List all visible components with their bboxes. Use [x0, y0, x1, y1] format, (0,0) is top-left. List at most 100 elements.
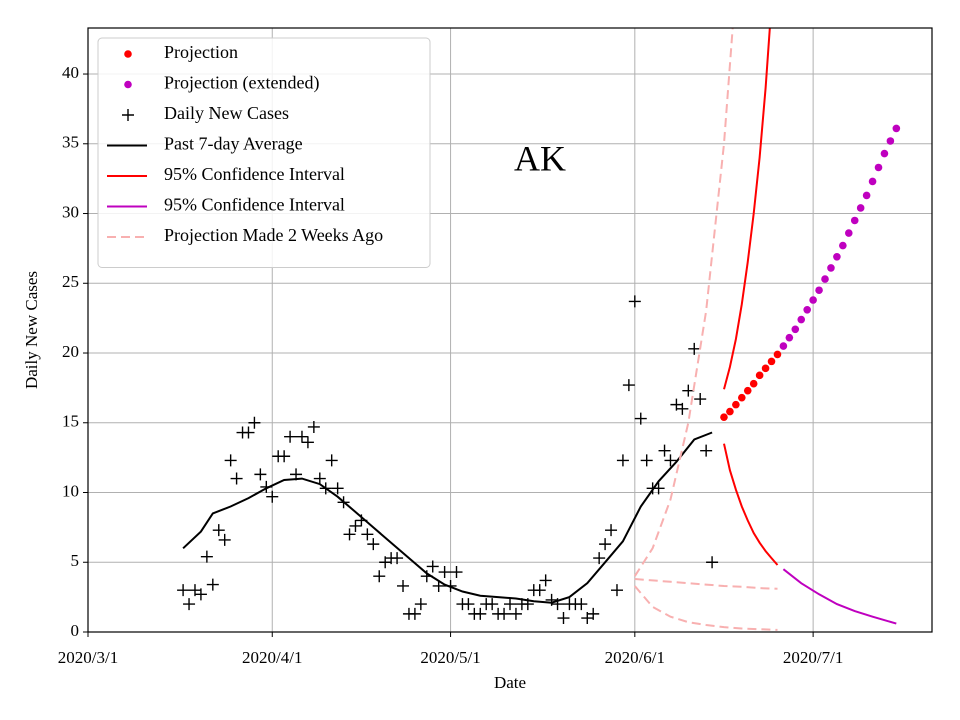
case-marker: [664, 454, 677, 467]
case-marker: [694, 393, 707, 406]
case-marker: [331, 482, 344, 495]
y-tick-label: 25: [62, 272, 79, 291]
projection-dot: [880, 149, 889, 158]
case-marker: [206, 578, 219, 591]
case-marker: [177, 584, 190, 597]
case-marker: [194, 588, 207, 601]
case-marker: [307, 420, 320, 433]
legend-symbol: [124, 50, 132, 58]
case-marker: [349, 519, 362, 532]
case-marker: [278, 450, 291, 463]
case-marker: [200, 550, 213, 563]
case-marker: [498, 607, 511, 620]
case-marker: [254, 468, 267, 481]
plot-area: [177, 28, 901, 631]
case-marker: [599, 538, 612, 551]
case-marker: [628, 295, 641, 308]
y-tick-label: 40: [62, 63, 79, 82]
case-marker: [248, 416, 261, 429]
y-tick-label: 0: [71, 621, 80, 640]
legend-label: Daily New Cases: [164, 103, 289, 123]
y-tick-label: 15: [62, 412, 79, 431]
case-marker: [224, 454, 237, 467]
projection-dot: [844, 229, 853, 237]
legend-label: Projection (extended): [164, 73, 319, 94]
case-marker: [622, 379, 635, 392]
case-marker: [688, 342, 701, 355]
projection-dot: [886, 137, 895, 145]
x-tick-label: 2020/7/1: [783, 648, 843, 667]
case-marker: [700, 444, 713, 457]
projection-dot: [761, 364, 770, 373]
case-marker: [605, 524, 618, 537]
series-line: [723, 443, 779, 566]
x-tick-label: 2020/5/1: [420, 648, 480, 667]
projection-dot: [732, 400, 740, 409]
projection-dot: [720, 413, 728, 421]
projection-dot: [868, 177, 877, 186]
case-marker: [450, 566, 463, 579]
legend-label: 95% Confidence Interval: [164, 164, 345, 184]
y-tick-label: 35: [62, 133, 79, 152]
case-marker: [361, 528, 374, 541]
projection-dot: [779, 342, 788, 350]
series-line: [633, 28, 734, 577]
case-marker: [391, 552, 404, 565]
projection-dot: [743, 386, 752, 395]
projection-dot: [815, 286, 823, 295]
case-marker: [325, 454, 338, 467]
x-axis-label: Date: [494, 673, 526, 692]
case-marker: [682, 384, 695, 397]
projection-dot: [839, 241, 847, 250]
case-marker: [295, 430, 308, 443]
projection-dot: [892, 124, 901, 133]
y-tick-label: 5: [71, 551, 80, 570]
case-marker: [183, 598, 196, 611]
series-line: [723, 28, 771, 390]
case-marker: [242, 426, 255, 439]
y-tick-label: 10: [62, 481, 79, 500]
case-marker: [509, 607, 522, 620]
y-tick-label: 20: [62, 342, 79, 361]
series-line: [182, 431, 713, 604]
case-marker: [212, 524, 225, 537]
case-marker: [640, 454, 653, 467]
y-axis-label: Daily New Cases: [22, 271, 41, 389]
legend-label: Projection Made 2 Weeks Ago: [164, 225, 383, 245]
case-marker: [414, 598, 427, 611]
series-line: [634, 578, 778, 590]
legend-label: Past 7-day Average: [164, 134, 303, 154]
case-marker: [539, 574, 552, 587]
projection-dot: [785, 333, 794, 342]
chart-title: AK: [514, 138, 566, 178]
projection-dot: [856, 204, 865, 212]
case-marker: [593, 552, 606, 565]
projection-dot: [803, 305, 811, 314]
projection-dot: [755, 371, 764, 380]
case-marker: [284, 430, 297, 443]
case-marker: [504, 598, 516, 611]
case-marker: [587, 607, 600, 620]
case-marker: [373, 570, 386, 583]
case-marker: [230, 472, 243, 485]
legend: Projection Projection (extended) Daily New…: [97, 37, 431, 268]
case-marker: [557, 612, 570, 625]
projection-dot: [749, 379, 758, 388]
case-marker: [367, 538, 380, 551]
x-tick-label: 2020/6/1: [605, 648, 665, 667]
case-marker: [313, 472, 326, 485]
series-line: [634, 585, 778, 631]
projection-dot: [809, 296, 817, 304]
projection-dot: [862, 191, 871, 200]
axes-frame: [87, 27, 933, 633]
case-marker: [408, 607, 421, 620]
x-tick-label: 2020/4/1: [242, 648, 302, 667]
case-marker: [706, 556, 719, 569]
projection-dot: [791, 325, 800, 334]
legend-label: 95% Confidence Interval: [164, 195, 345, 215]
case-marker: [218, 533, 231, 546]
case-marker: [658, 444, 671, 457]
case-marker: [533, 584, 546, 597]
case-marker: [616, 454, 629, 467]
